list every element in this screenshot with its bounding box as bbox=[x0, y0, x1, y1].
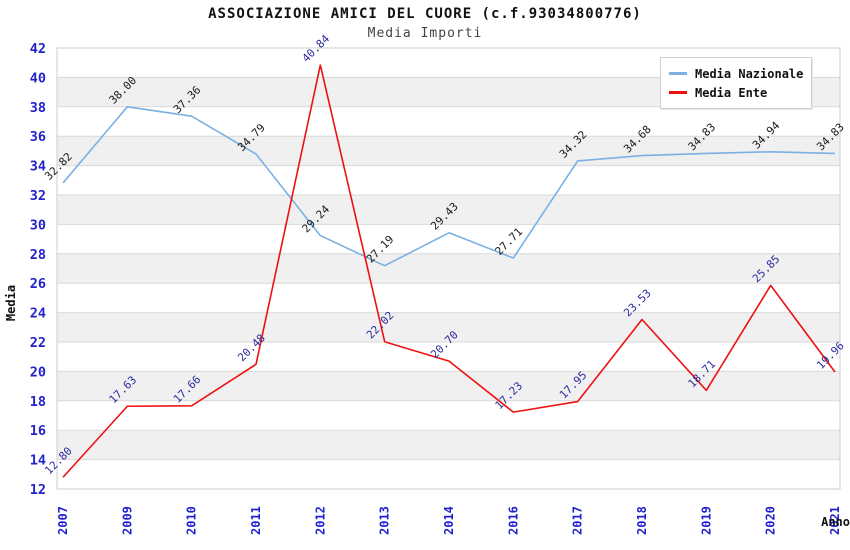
legend-item-media-nazionale: Media Nazionale bbox=[669, 64, 803, 83]
y-tick-label: 14 bbox=[30, 453, 46, 469]
x-tick-label: 2019 bbox=[699, 506, 713, 535]
y-tick-label: 28 bbox=[30, 247, 46, 263]
plot-band bbox=[57, 253, 840, 284]
x-tick-label: 2013 bbox=[378, 506, 392, 535]
chart-subtitle: Media Importi bbox=[367, 26, 483, 41]
data-label: 27.71 bbox=[493, 225, 526, 258]
legend-swatch-media-nazionale bbox=[669, 72, 687, 75]
x-tick-label: 2018 bbox=[635, 506, 649, 535]
y-tick-label: 30 bbox=[30, 217, 46, 233]
plot-band bbox=[57, 312, 840, 342]
x-tick-label: 2012 bbox=[313, 506, 327, 535]
y-tick-label: 26 bbox=[30, 276, 46, 292]
y-tick-label: 20 bbox=[30, 364, 46, 380]
x-tick-label: 2007 bbox=[56, 506, 70, 535]
y-tick-label: 24 bbox=[30, 306, 46, 322]
legend-item-media-ente: Media Ente bbox=[669, 83, 803, 102]
y-tick-label: 32 bbox=[30, 188, 46, 204]
legend-label: Media Ente bbox=[695, 85, 768, 100]
chart-legend: Media Nazionale Media Ente bbox=[660, 57, 812, 109]
y-tick-label: 40 bbox=[30, 70, 46, 86]
legend-label: Media Nazionale bbox=[695, 66, 804, 81]
series-line-media-nazionale bbox=[62, 106, 836, 267]
x-tick-label: 2021 bbox=[828, 506, 842, 535]
x-tick-label: 2016 bbox=[506, 506, 520, 535]
y-tick-label: 42 bbox=[30, 41, 46, 57]
x-tick-label: 2010 bbox=[185, 506, 199, 535]
series-line-media-ente bbox=[62, 64, 836, 478]
y-tick-label: 18 bbox=[30, 394, 46, 410]
plot-band bbox=[57, 195, 840, 225]
plot-band bbox=[57, 430, 840, 460]
plot-border bbox=[56, 47, 841, 490]
x-tick-label: 2009 bbox=[120, 506, 134, 535]
y-axis-title: Media bbox=[4, 284, 18, 322]
x-tick-label: 2014 bbox=[442, 506, 456, 535]
legend-swatch-media-ente bbox=[669, 91, 687, 94]
y-tick-label: 36 bbox=[30, 129, 46, 145]
y-tick-label: 38 bbox=[30, 100, 46, 116]
x-tick-label: 2011 bbox=[249, 506, 263, 535]
y-tick-label: 34 bbox=[30, 159, 46, 175]
plot-band bbox=[57, 136, 840, 166]
x-tick-label: 2020 bbox=[764, 506, 778, 535]
x-tick-label: 2017 bbox=[571, 506, 585, 535]
y-tick-label: 12 bbox=[30, 482, 46, 498]
y-tick-label: 16 bbox=[30, 423, 46, 439]
x-axis-title: Anno bbox=[821, 515, 850, 529]
chart-title: ASSOCIAZIONE AMICI DEL CUORE (c.f.930348… bbox=[208, 6, 642, 22]
y-tick-label: 22 bbox=[30, 335, 46, 351]
